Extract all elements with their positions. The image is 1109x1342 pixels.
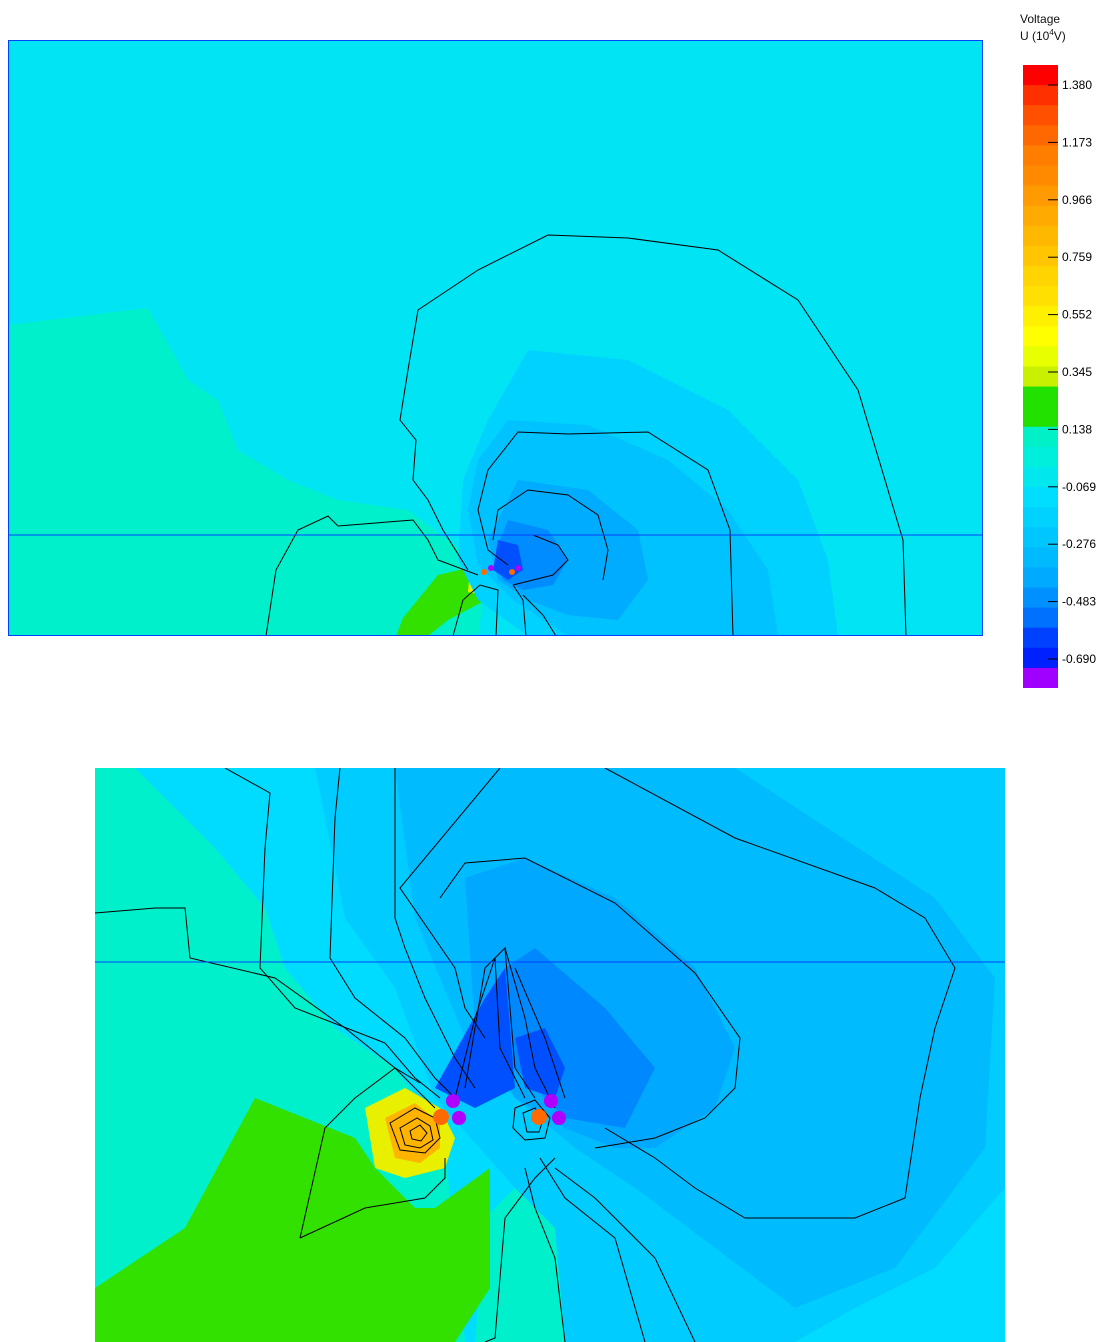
colorbar-segment <box>1023 406 1058 428</box>
colorbar-segment <box>1023 326 1058 347</box>
colorbar-tick-label: 0.759 <box>1062 250 1092 264</box>
conductor-cold <box>552 1111 566 1125</box>
colorbar-segment <box>1023 667 1058 688</box>
colorbar-segment <box>1023 587 1058 609</box>
colorbar-segment <box>1023 527 1058 548</box>
colorbar-tick-label: 0.966 <box>1062 193 1092 207</box>
contour-plot-zoom <box>95 768 1005 1342</box>
conductor-cold <box>515 565 521 571</box>
region-low-positive <box>8 308 488 636</box>
legend-unit: U (104V) <box>1020 28 1066 43</box>
colorbar-segment <box>1023 85 1058 106</box>
colorbar-tick-label: 1.380 <box>1062 78 1092 92</box>
region-green <box>95 1098 490 1342</box>
conductor-cold <box>446 1094 460 1108</box>
conductor-hot <box>433 1109 449 1125</box>
colorbar-tick-label: -0.483 <box>1062 595 1096 609</box>
colorbar-segment <box>1023 105 1058 126</box>
colorbar-segment <box>1023 346 1058 367</box>
region-green <box>396 568 488 636</box>
conductor-cold <box>452 1111 466 1125</box>
contour-cluster-right <box>512 1099 551 1141</box>
conductor-cold <box>488 565 494 571</box>
legend-unit-exponent: 4 <box>1049 28 1054 37</box>
region-level-5 <box>435 968 515 1108</box>
colorbar-segment <box>1023 647 1058 669</box>
colorbar-segment <box>1023 426 1058 448</box>
legend-title: Voltage <box>1020 12 1061 26</box>
colorbar-segment <box>1023 386 1058 408</box>
contour-lines <box>265 234 907 636</box>
colorbar-segment <box>1023 185 1058 207</box>
colorbar-tick-label: 0.138 <box>1062 422 1092 436</box>
colorbar-tick-label: -0.690 <box>1062 652 1096 666</box>
colorbar-segment <box>1023 125 1058 146</box>
colorbar-segment <box>1023 205 1058 227</box>
colorbar-segment <box>1023 507 1058 528</box>
colorbar-segment <box>1023 607 1058 629</box>
colorbar-segment <box>1023 487 1058 508</box>
colorbar-tick-label: 1.173 <box>1062 135 1092 149</box>
colorbar: 1.380 1.173 0.966 0.759 0.552 0.345 0.138 -0.06… <box>1023 65 1096 688</box>
colorbar-segment <box>1023 286 1058 307</box>
region-level-5b <box>515 1028 565 1098</box>
colorbar-tick-label: 0.345 <box>1062 365 1092 379</box>
region-level-5 <box>493 540 523 580</box>
conductor-markers <box>481 565 521 575</box>
colorbar-segment <box>1023 567 1058 589</box>
plot-frame <box>8 40 983 636</box>
colorbar-tick-label: -0.069 <box>1062 480 1096 494</box>
colorbar-segment <box>1023 245 1058 267</box>
colorbar-segment <box>1023 547 1058 568</box>
conductor-hot <box>531 1109 547 1125</box>
colorbar-segment <box>1023 627 1058 649</box>
colorbar-segment <box>1023 466 1058 488</box>
colorbar-segment <box>1023 65 1058 86</box>
colorbar-segment <box>1023 165 1058 187</box>
colorbar-segment <box>1023 306 1058 327</box>
contour-cluster-left <box>389 1107 441 1154</box>
legend-unit-prefix: U (10 <box>1020 29 1050 43</box>
colorbar-segment <box>1023 145 1058 166</box>
conductor-hot <box>481 569 487 575</box>
conductor-hot <box>509 569 515 575</box>
colorbar-segment <box>1023 225 1058 247</box>
colorbar-segment <box>1023 366 1058 388</box>
colorbar-segment <box>1023 446 1058 468</box>
colorbar-tick-label: -0.276 <box>1062 537 1096 551</box>
contour-plot-overview <box>8 40 983 636</box>
colorbar-tick-label: 0.552 <box>1062 308 1092 322</box>
contour-lines <box>95 768 956 1342</box>
colorbar-segment <box>1023 265 1058 287</box>
colorbar-legend: Voltage U (104V) 1.380 1.173 0.966 0.759 0.5… <box>1010 8 1109 688</box>
conductor-cold <box>544 1094 558 1108</box>
legend-unit-suffix: V) <box>1053 29 1066 43</box>
conductor-markers <box>433 1094 566 1125</box>
